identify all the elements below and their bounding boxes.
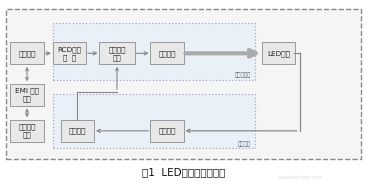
FancyBboxPatch shape bbox=[10, 42, 44, 65]
Text: 控制部分: 控制部分 bbox=[238, 141, 251, 147]
Text: RCD钳位
电  路: RCD钳位 电 路 bbox=[57, 46, 81, 61]
Bar bbox=[53, 23, 255, 80]
Text: 输出电路: 输出电路 bbox=[158, 50, 176, 57]
FancyBboxPatch shape bbox=[150, 120, 184, 142]
Text: 前级保护
电路: 前级保护 电路 bbox=[18, 124, 36, 138]
FancyBboxPatch shape bbox=[61, 120, 94, 142]
FancyBboxPatch shape bbox=[150, 42, 184, 65]
Text: EMI 滤波
电路: EMI 滤波 电路 bbox=[15, 87, 39, 102]
FancyBboxPatch shape bbox=[262, 42, 295, 65]
FancyBboxPatch shape bbox=[10, 120, 44, 142]
Text: www.elecfans.com: www.elecfans.com bbox=[278, 175, 323, 180]
Text: LED阵列: LED阵列 bbox=[267, 50, 290, 57]
Text: 反馈电路: 反馈电路 bbox=[158, 128, 176, 134]
FancyBboxPatch shape bbox=[99, 42, 135, 65]
Bar bbox=[53, 94, 255, 148]
Text: 整流电路: 整流电路 bbox=[18, 50, 36, 57]
Text: 控制电路: 控制电路 bbox=[69, 128, 86, 134]
Bar bbox=[6, 9, 361, 158]
Text: 主电路部分: 主电路部分 bbox=[235, 72, 251, 78]
Text: 功率变换
电路: 功率变换 电路 bbox=[108, 46, 126, 61]
Text: 图1  LED电源的总体框图: 图1 LED电源的总体框图 bbox=[142, 167, 225, 177]
FancyBboxPatch shape bbox=[10, 84, 44, 106]
FancyBboxPatch shape bbox=[53, 42, 86, 65]
